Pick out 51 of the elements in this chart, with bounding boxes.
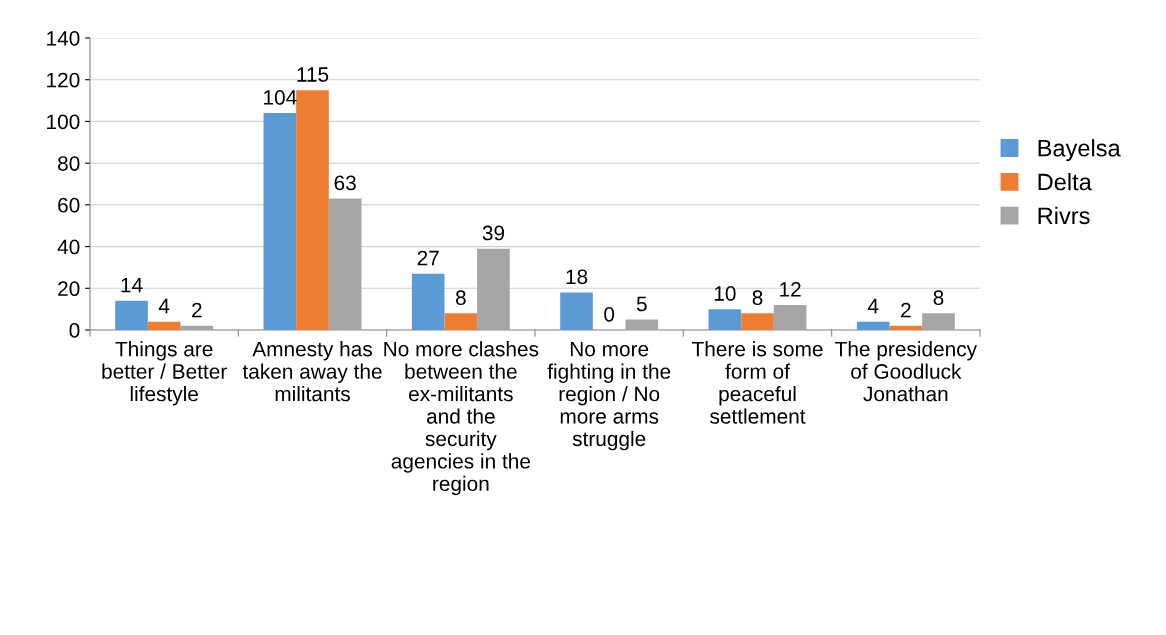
bar	[773, 304, 807, 330]
data-label: 63	[334, 175, 356, 191]
legend-label: Delta	[1038, 173, 1092, 191]
y-tick-label: 40	[57, 239, 80, 255]
bar	[625, 319, 659, 330]
data-label: 115	[297, 67, 329, 82]
data-label: 8	[933, 290, 944, 306]
y-tick-label: 60	[58, 197, 80, 213]
bar	[856, 321, 890, 330]
y-tick-label: 100	[47, 114, 80, 130]
data-label: 2	[192, 302, 202, 318]
data-label: 5	[636, 296, 647, 312]
data-label: 39	[482, 225, 505, 241]
y-tick-label: 20	[58, 281, 80, 297]
bar	[263, 113, 297, 330]
bar	[741, 313, 774, 330]
legend-label: Bayelsa	[1038, 139, 1121, 162]
bar	[922, 313, 955, 330]
data-label: 8	[752, 290, 763, 306]
x-tick-label: Amnesty has taken away the militants	[242, 341, 382, 402]
bar	[328, 198, 362, 330]
data-label: 0	[604, 306, 615, 322]
data-label: 10	[714, 286, 736, 301]
x-tick-label: No more fighting in the region / No more arms struggle	[547, 341, 671, 451]
y-tick-label: 0	[69, 323, 80, 338]
data-label: 14	[121, 277, 143, 293]
data-label: 2	[901, 302, 911, 318]
bar	[115, 300, 148, 330]
bar	[411, 273, 445, 330]
data-label: 4	[158, 298, 170, 314]
y-tick-label: 140	[47, 31, 80, 46]
data-label: 8	[455, 290, 466, 306]
x-tick-label: The presidency of Goodluck Jonathan	[835, 341, 978, 402]
data-label: 12	[780, 281, 801, 297]
data-label: 27	[417, 250, 439, 266]
bar	[889, 325, 923, 330]
bar	[560, 292, 593, 330]
bar	[444, 313, 478, 330]
data-label: 4	[867, 298, 879, 314]
bar	[477, 248, 510, 330]
bar	[708, 309, 742, 330]
x-tick-label: No more clashes between the ex-militants and the security agencies in the region	[384, 341, 539, 496]
data-label: 18	[566, 269, 588, 285]
bar	[147, 321, 181, 330]
x-tick-label: There is some form of peaceful settlement	[691, 341, 823, 424]
y-tick-label: 80	[58, 156, 80, 171]
x-tick-label: Things are better / Better lifestyle	[102, 341, 227, 406]
legend-label: Rivrs	[1038, 206, 1090, 225]
bar	[180, 325, 214, 330]
y-tick-label: 120	[47, 72, 80, 88]
bar	[296, 90, 329, 330]
